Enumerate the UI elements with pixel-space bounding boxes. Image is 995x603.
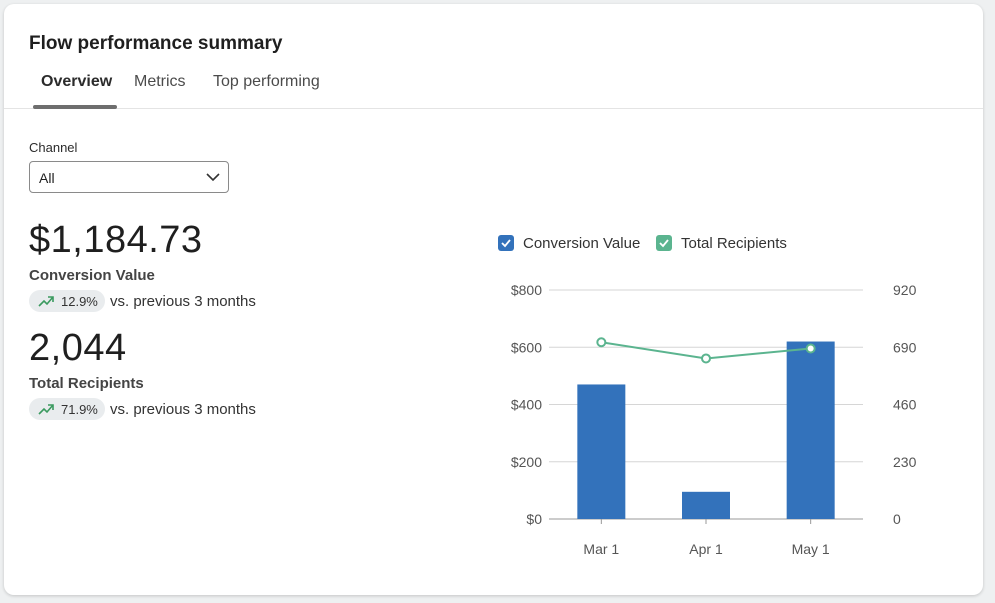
card-title: Flow performance summary xyxy=(29,33,283,54)
total-recipients-amount: 2,044 xyxy=(29,327,127,369)
active-tab-indicator xyxy=(33,105,117,109)
y-right-tick-label: 230 xyxy=(893,454,917,470)
combo-chart: $0 $200 $400 $600 $800 0 230 460 690 920 Mar 1 Apr … xyxy=(511,282,917,557)
performance-card: Flow performance summary Overview Metric… xyxy=(4,4,983,595)
y-right-tick-label: 920 xyxy=(893,282,917,298)
bar xyxy=(577,384,626,519)
x-tick-label: Apr 1 xyxy=(689,541,723,557)
check-icon xyxy=(501,239,511,248)
legend-checkbox-recipients[interactable] xyxy=(656,235,672,251)
x-tick-label: May 1 xyxy=(792,541,830,557)
conversion-value-amount: $1,184.73 xyxy=(29,219,203,261)
total-recipients-label: Total Recipients xyxy=(29,375,144,392)
channel-select[interactable]: All xyxy=(29,161,229,193)
legend-label-conversion: Conversion Value xyxy=(523,235,641,252)
trending-up-icon xyxy=(38,296,54,307)
y-right-tick-label: 690 xyxy=(893,339,917,355)
tab-top-performing[interactable]: Top performing xyxy=(213,73,320,90)
channel-select-value: All xyxy=(39,170,55,186)
y-right-tick-label: 0 xyxy=(893,511,901,527)
check-icon xyxy=(659,239,669,248)
line-point xyxy=(701,353,711,364)
bar xyxy=(786,341,835,519)
y-left-tick-label: $800 xyxy=(511,282,542,298)
chevron-down-icon xyxy=(206,173,220,182)
channel-label: Channel xyxy=(29,140,78,155)
tab-overview[interactable]: Overview xyxy=(41,73,113,90)
recipients-change-value: 71.9% xyxy=(61,402,98,417)
tab-metrics[interactable]: Metrics xyxy=(134,73,186,90)
line-point xyxy=(805,343,816,354)
recipients-comparison-text: vs. previous 3 months xyxy=(110,401,256,418)
legend-checkbox-conversion[interactable] xyxy=(498,235,514,251)
y-left-tick-label: $0 xyxy=(526,511,542,527)
tab-bar: Overview Metrics Top performing xyxy=(4,66,983,109)
conversion-change-value: 12.9% xyxy=(61,294,98,309)
conversion-change-badge: 12.9% xyxy=(29,290,105,312)
y-left-tick-label: $200 xyxy=(511,454,542,470)
y-left-tick-label: $600 xyxy=(511,339,542,355)
line-point xyxy=(596,337,607,348)
conversion-comparison-text: vs. previous 3 months xyxy=(110,293,256,310)
legend-label-recipients: Total Recipients xyxy=(681,235,787,252)
y-left-tick-label: $400 xyxy=(511,397,542,413)
y-right-tick-label: 460 xyxy=(893,397,917,413)
trending-up-icon xyxy=(38,404,54,415)
bar xyxy=(682,491,730,519)
recipients-change-badge: 71.9% xyxy=(29,398,105,420)
conversion-value-label: Conversion Value xyxy=(29,267,155,284)
x-tick-label: Mar 1 xyxy=(583,541,619,557)
